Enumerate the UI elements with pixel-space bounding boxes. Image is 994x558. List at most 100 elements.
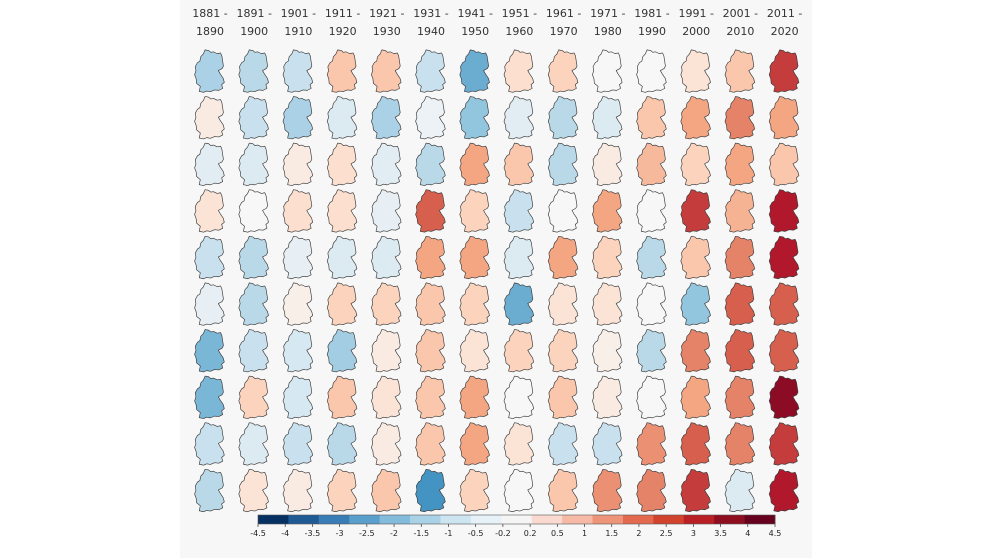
germany-map-shape	[326, 49, 358, 93]
colorbar-segment	[501, 515, 533, 524]
colorbar-segment	[531, 515, 563, 524]
decade-header-start: 1911 -	[325, 7, 360, 20]
germany-map-shape	[371, 235, 402, 280]
colorbar-tick-label: 0.2	[524, 529, 537, 538]
germany-map-shape	[415, 375, 446, 419]
germany-map	[371, 189, 402, 233]
colorbar-tick-label: 1	[582, 529, 587, 538]
germany-map	[592, 375, 623, 419]
colorbar-tick-label: 4	[745, 529, 750, 538]
colorbar-segment	[622, 515, 654, 524]
colorbar-segment	[258, 515, 289, 524]
colorbar-segment	[592, 515, 624, 524]
germany-map-shape	[768, 375, 800, 419]
germany-map-shape	[194, 142, 225, 186]
germany-map-shape	[724, 96, 756, 140]
decade-header-end: 1890	[196, 25, 224, 38]
colorbar-tick-label: -3.5	[305, 529, 321, 538]
germany-map	[547, 468, 579, 513]
germany-map	[238, 282, 269, 326]
germany-map	[503, 189, 535, 233]
decade-header-start: 1891 -	[236, 7, 271, 20]
germany-map	[326, 329, 358, 373]
germany-map-shape	[768, 96, 800, 140]
colorbar-segment	[440, 515, 472, 524]
germany-map-shape	[282, 96, 314, 140]
germany-map	[238, 49, 269, 93]
colorbar-tick-label: -4	[281, 529, 289, 538]
colorbar-tick-label: -0.5	[468, 529, 484, 538]
germany-map	[680, 235, 711, 280]
germany-map-shape	[547, 282, 579, 326]
germany-map-shape	[282, 189, 314, 233]
decade-header-end: 1920	[329, 25, 357, 38]
germany-map-shape	[636, 282, 667, 326]
germany-map	[547, 282, 579, 326]
colorbar-segment	[653, 515, 685, 524]
germany-map	[238, 142, 269, 186]
germany-map-shape	[326, 96, 358, 140]
germany-map-shape	[238, 96, 269, 140]
germany-map	[724, 329, 756, 373]
germany-map	[503, 329, 535, 373]
germany-map	[371, 329, 402, 373]
germany-map-shape	[282, 282, 314, 326]
germany-map	[503, 235, 535, 280]
germany-map	[326, 142, 358, 186]
germany-map-shape	[282, 235, 314, 280]
germany-map	[415, 422, 446, 466]
germany-map-shape	[547, 329, 579, 373]
germany-map	[459, 468, 490, 513]
germany-map	[326, 375, 358, 419]
germany-map	[194, 235, 225, 280]
germany-map	[415, 468, 446, 513]
germany-map	[768, 282, 800, 326]
colorbar-segment	[683, 515, 715, 524]
germany-map	[724, 49, 756, 93]
colorbar-tick-label: -4.5	[250, 529, 266, 538]
germany-map-shape	[326, 375, 358, 419]
germany-map-shape	[503, 468, 535, 513]
germany-map-shape	[415, 329, 446, 373]
germany-map-shape	[768, 235, 800, 280]
germany-map	[636, 375, 667, 419]
germany-map-shape	[326, 329, 358, 373]
decade-header-start: 2011 -	[767, 7, 802, 20]
germany-map	[547, 375, 579, 419]
germany-map	[592, 329, 623, 373]
germany-map	[592, 142, 623, 186]
germany-map-shape	[371, 142, 402, 186]
germany-map	[636, 282, 667, 326]
germany-map-shape	[503, 329, 535, 373]
decade-header-start: 1931 -	[413, 7, 448, 20]
germany-map-shape	[680, 329, 711, 373]
germany-map-shape	[194, 49, 225, 93]
germany-map	[503, 422, 535, 466]
germany-map	[194, 468, 225, 513]
germany-map	[724, 468, 756, 513]
germany-map	[768, 142, 800, 186]
germany-map	[724, 96, 756, 140]
germany-map-shape	[592, 189, 623, 233]
germany-map-shape	[238, 282, 269, 326]
germany-map-shape	[547, 189, 579, 233]
colorbar-segment	[744, 515, 776, 524]
decade-header-end: 1930	[373, 25, 401, 38]
germany-map-shape	[371, 49, 402, 93]
germany-map	[680, 422, 711, 466]
germany-map	[724, 235, 756, 280]
germany-map	[415, 329, 446, 373]
colorbar-frame	[257, 514, 776, 525]
germany-map-shape	[326, 468, 358, 513]
germany-map-shape	[282, 422, 314, 466]
germany-map	[194, 189, 225, 233]
germany-map	[592, 422, 623, 466]
germany-map-shape	[636, 142, 667, 186]
germany-map	[459, 49, 490, 93]
decade-header-end: 2010	[726, 25, 754, 38]
germany-map	[415, 375, 446, 419]
decade-header-end: 1970	[550, 25, 578, 38]
germany-map	[459, 375, 490, 419]
germany-map-shape	[592, 142, 623, 186]
